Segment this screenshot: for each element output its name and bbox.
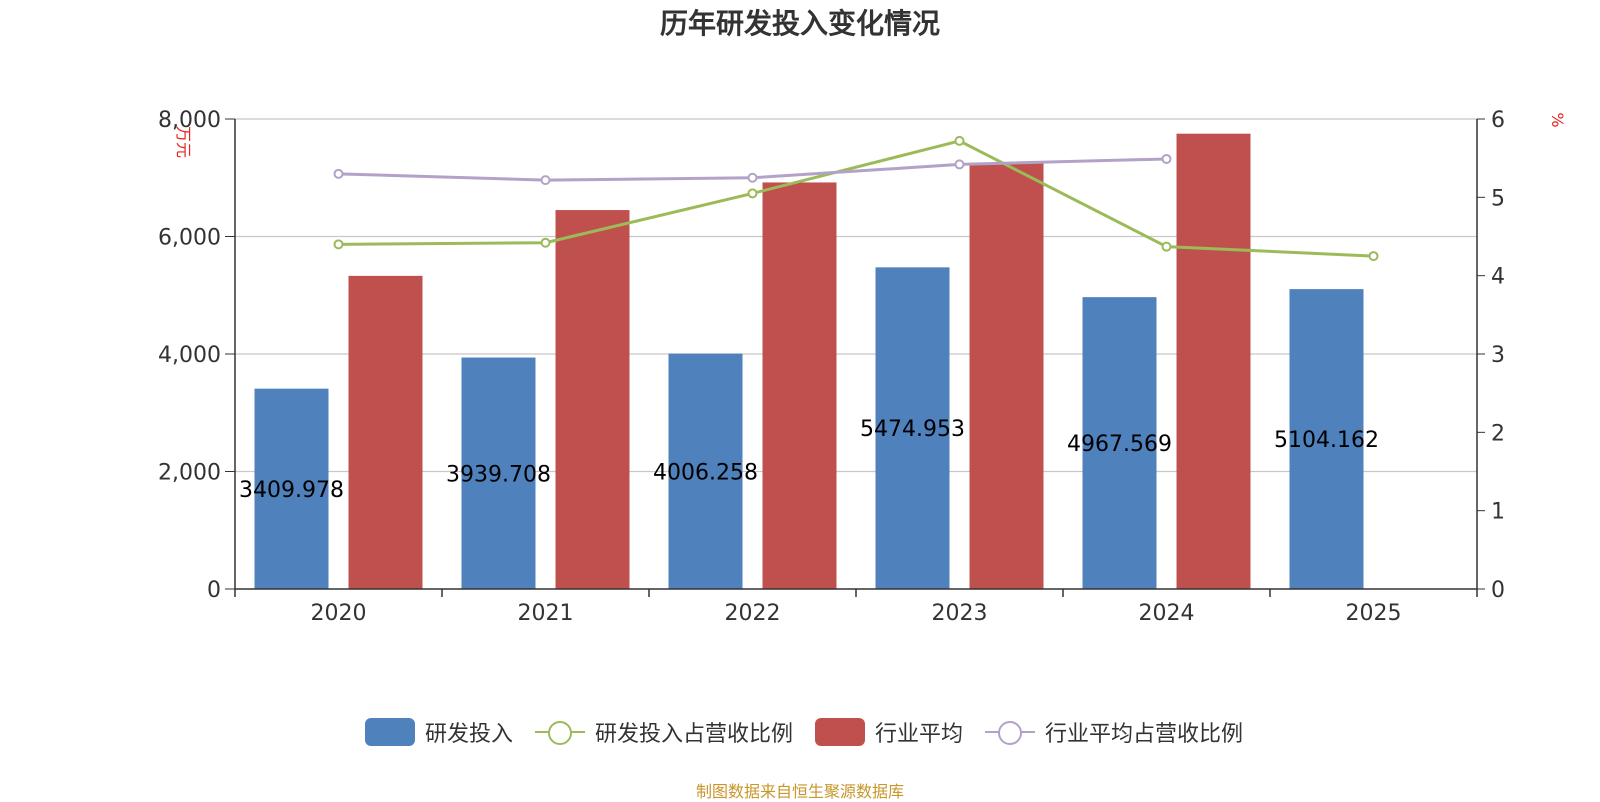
legend-item-rd-ratio[interactable]: 研发投入占营收比例 bbox=[534, 716, 793, 748]
bar-data-labels: 3409.978 3939.708 4006.258 5474.953 4967.569… bbox=[239, 417, 1379, 503]
bar-data-label: 3409.978 bbox=[239, 478, 344, 503]
line-point bbox=[747, 188, 758, 199]
legend-swatch-bar bbox=[815, 718, 865, 746]
bar-industry-average bbox=[1176, 133, 1251, 589]
left-tick-label: 2,000 bbox=[158, 461, 221, 486]
line-point bbox=[333, 168, 344, 179]
x-tick-label: 2020 bbox=[311, 601, 367, 626]
right-tick-label: 6 bbox=[1491, 108, 1505, 133]
right-axis-ticks: 0 1 2 3 4 5 6 bbox=[1477, 108, 1505, 603]
grid-lines bbox=[235, 118, 1477, 473]
bar-rd-investment bbox=[461, 357, 536, 589]
legend-item-industry-average[interactable]: 行业平均 bbox=[815, 716, 963, 748]
bar-industry-average bbox=[348, 275, 423, 589]
line-point bbox=[1161, 241, 1172, 252]
line-point bbox=[954, 159, 965, 170]
right-axis-unit: % bbox=[1548, 112, 1567, 127]
legend-swatch-bar bbox=[364, 718, 415, 746]
x-tick-label: 2023 bbox=[932, 601, 988, 626]
line-point bbox=[1368, 251, 1379, 262]
bar-rd-investment bbox=[668, 353, 743, 589]
left-tick-label: 0 bbox=[207, 578, 221, 603]
legend: 研发投入 研发投入占营收比例 行业平均 行业平均占营收比例 bbox=[0, 712, 1600, 752]
x-tick-label: 2025 bbox=[1346, 601, 1402, 626]
bar-rd-investment bbox=[875, 267, 950, 589]
axes bbox=[234, 119, 1478, 597]
line-point bbox=[540, 237, 551, 248]
bar-data-label: 4967.569 bbox=[1067, 432, 1172, 457]
legend-label: 研发投入 bbox=[424, 722, 513, 747]
bar-series bbox=[254, 133, 1364, 589]
bar-data-label: 3939.708 bbox=[446, 462, 551, 487]
legend-label: 研发投入占营收比例 bbox=[594, 722, 793, 747]
bar-rd-investment bbox=[1082, 297, 1157, 589]
x-tick-label: 2021 bbox=[518, 601, 574, 626]
bar-data-label: 5474.953 bbox=[860, 417, 965, 442]
source-note: 制图数据来自恒生聚源数据库 bbox=[695, 782, 904, 801]
right-tick-label: 0 bbox=[1491, 578, 1505, 603]
legend-swatch-line bbox=[985, 718, 1036, 746]
chart-title: 历年研发投入变化情况 bbox=[660, 7, 940, 40]
legend-item-rd-investment[interactable]: 研发投入 bbox=[364, 716, 513, 748]
bar-rd-investment bbox=[254, 388, 329, 589]
bar-data-label: 4006.258 bbox=[653, 460, 758, 485]
line-rd-ratio bbox=[338, 139, 1374, 258]
right-tick-label: 1 bbox=[1491, 500, 1505, 525]
right-tick-label: 4 bbox=[1491, 265, 1505, 290]
line-point bbox=[747, 172, 758, 183]
right-tick-label: 3 bbox=[1491, 343, 1505, 368]
right-tick-label: 5 bbox=[1491, 186, 1505, 211]
left-tick-label: 4,000 bbox=[158, 343, 221, 368]
bar-industry-average bbox=[555, 210, 630, 589]
line-point bbox=[333, 239, 344, 250]
x-tick-label: 2022 bbox=[725, 601, 781, 626]
line-point bbox=[1161, 153, 1172, 164]
line-point bbox=[540, 175, 551, 186]
left-axis-unit: 万元 bbox=[174, 126, 193, 158]
bar-industry-average bbox=[762, 182, 837, 589]
left-axis-ticks: 0 2,000 4,000 6,000 8,000 bbox=[158, 108, 235, 603]
line-point bbox=[954, 135, 965, 146]
bar-rd-investment bbox=[1289, 289, 1364, 589]
left-tick-label: 6,000 bbox=[158, 226, 221, 251]
x-tick-label: 2024 bbox=[1139, 601, 1195, 626]
legend-swatch-line bbox=[534, 718, 585, 746]
legend-label: 行业平均占营收比例 bbox=[1045, 722, 1244, 747]
left-tick-label: 8,000 bbox=[158, 108, 221, 133]
line-series bbox=[333, 135, 1379, 262]
bar-data-label: 5104.162 bbox=[1274, 428, 1379, 453]
bar-industry-average bbox=[969, 163, 1044, 589]
legend-label: 行业平均 bbox=[875, 722, 964, 747]
legend-item-industry-ratio[interactable]: 行业平均占营收比例 bbox=[985, 716, 1243, 748]
x-axis-labels: 2020 2021 2022 2023 2024 2025 bbox=[311, 601, 1402, 626]
right-tick-label: 2 bbox=[1491, 421, 1505, 446]
